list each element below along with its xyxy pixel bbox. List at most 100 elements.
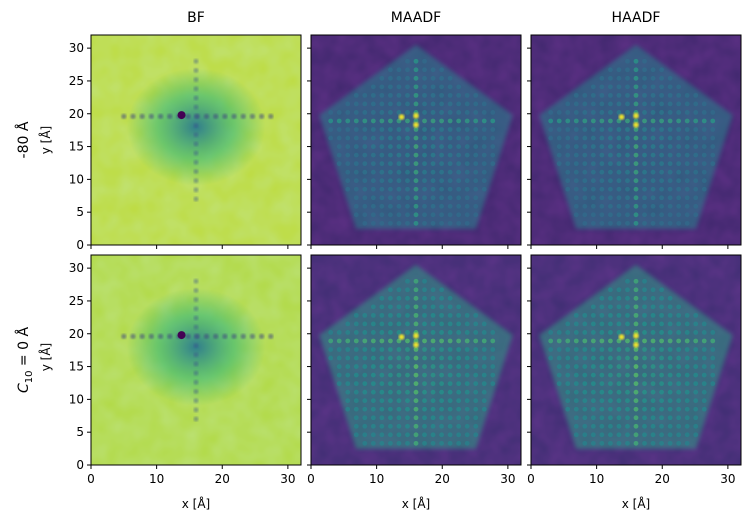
atom-column (396, 67, 402, 73)
atom-column (625, 347, 630, 352)
atom-column (464, 381, 470, 387)
atom-column (405, 432, 410, 438)
atom-column (659, 312, 664, 318)
atom-column (616, 101, 622, 107)
atom-column (642, 58, 647, 64)
atom-column (599, 101, 605, 107)
atom-column (464, 144, 470, 149)
atom-column (616, 287, 622, 293)
atom-column (642, 186, 647, 192)
atom-column (413, 440, 419, 446)
atom-column (667, 92, 673, 98)
atom-column (667, 321, 673, 327)
atom-column (693, 203, 699, 209)
atom-column (362, 389, 368, 395)
atom-column (701, 178, 707, 184)
atom-column (701, 398, 707, 404)
xlabel-bf: x [Å] (182, 496, 211, 511)
atom-column (616, 406, 622, 412)
atom-column (608, 203, 613, 209)
atom-column (616, 440, 622, 446)
y-tick-label: 30 (69, 261, 84, 275)
atom-column (608, 178, 613, 184)
atom-column (336, 161, 342, 167)
atom-column (430, 440, 436, 446)
atom-column (684, 186, 690, 192)
atom-column (362, 372, 368, 378)
atom-column (650, 312, 656, 318)
atom-column (676, 304, 682, 310)
atom-column (556, 118, 562, 124)
atom-column (608, 195, 613, 201)
atom-column (684, 152, 690, 158)
atom-column (430, 144, 436, 149)
atom-column (430, 338, 436, 344)
heatmap-image (91, 255, 301, 465)
atom-column (456, 220, 462, 226)
atom-column (693, 423, 699, 429)
atom-column (590, 312, 596, 318)
atom-column (633, 220, 639, 226)
atom-column (642, 135, 647, 141)
atom-column (464, 127, 470, 132)
atom-column (370, 84, 376, 90)
atom-column (388, 101, 393, 107)
x-tick-label: 10 (369, 472, 384, 486)
atom-column (650, 144, 656, 149)
atom-column (667, 118, 673, 124)
atom-column (608, 110, 613, 115)
atom-column (464, 220, 470, 226)
atom-column (413, 287, 419, 293)
atom-column (464, 423, 470, 429)
atom-column (625, 381, 630, 387)
atom-column (573, 347, 579, 352)
atom-column (710, 338, 716, 344)
atom-column (447, 338, 453, 344)
atom-column (556, 135, 562, 141)
atom-column (490, 347, 496, 352)
atom-column (353, 381, 359, 387)
atom-column (693, 372, 699, 378)
atom-column (439, 75, 444, 81)
atom-column (625, 364, 630, 369)
atom-column (616, 75, 622, 81)
atom-column (456, 101, 462, 107)
atom-column (362, 195, 368, 201)
atom-column (659, 381, 664, 387)
atom-column (336, 372, 342, 378)
atom-column (370, 127, 376, 132)
atom-column (370, 101, 376, 107)
atom-column (379, 347, 385, 352)
atom-column (464, 195, 470, 201)
atom-column (599, 295, 605, 301)
atom-column (456, 347, 462, 352)
atom-column (608, 220, 613, 226)
atom-column (473, 101, 479, 107)
atom-column (430, 169, 436, 175)
atom-column (650, 415, 656, 421)
atom-column (565, 389, 571, 395)
atom-column (701, 381, 707, 387)
atom-column (684, 144, 690, 149)
atom-column (413, 152, 419, 158)
atom-column (616, 415, 622, 421)
atom-column (422, 304, 427, 310)
atom-column (556, 347, 562, 352)
atom-column (193, 68, 199, 73)
atom-column (405, 415, 410, 421)
atom-column (676, 347, 682, 352)
atom-column (599, 144, 605, 149)
atom-column (625, 278, 630, 284)
atom-column (193, 333, 199, 339)
atom-column (422, 398, 427, 404)
panel-haadf-row0 (527, 34, 742, 249)
atom-column (590, 118, 596, 124)
atom-column (599, 321, 605, 327)
bright-atom-column (618, 114, 625, 120)
atom-column (642, 178, 647, 184)
atom-column (659, 135, 664, 141)
atom-column (193, 324, 199, 330)
atom-column (379, 203, 385, 209)
atom-column (642, 389, 647, 395)
atom-column (490, 110, 496, 115)
